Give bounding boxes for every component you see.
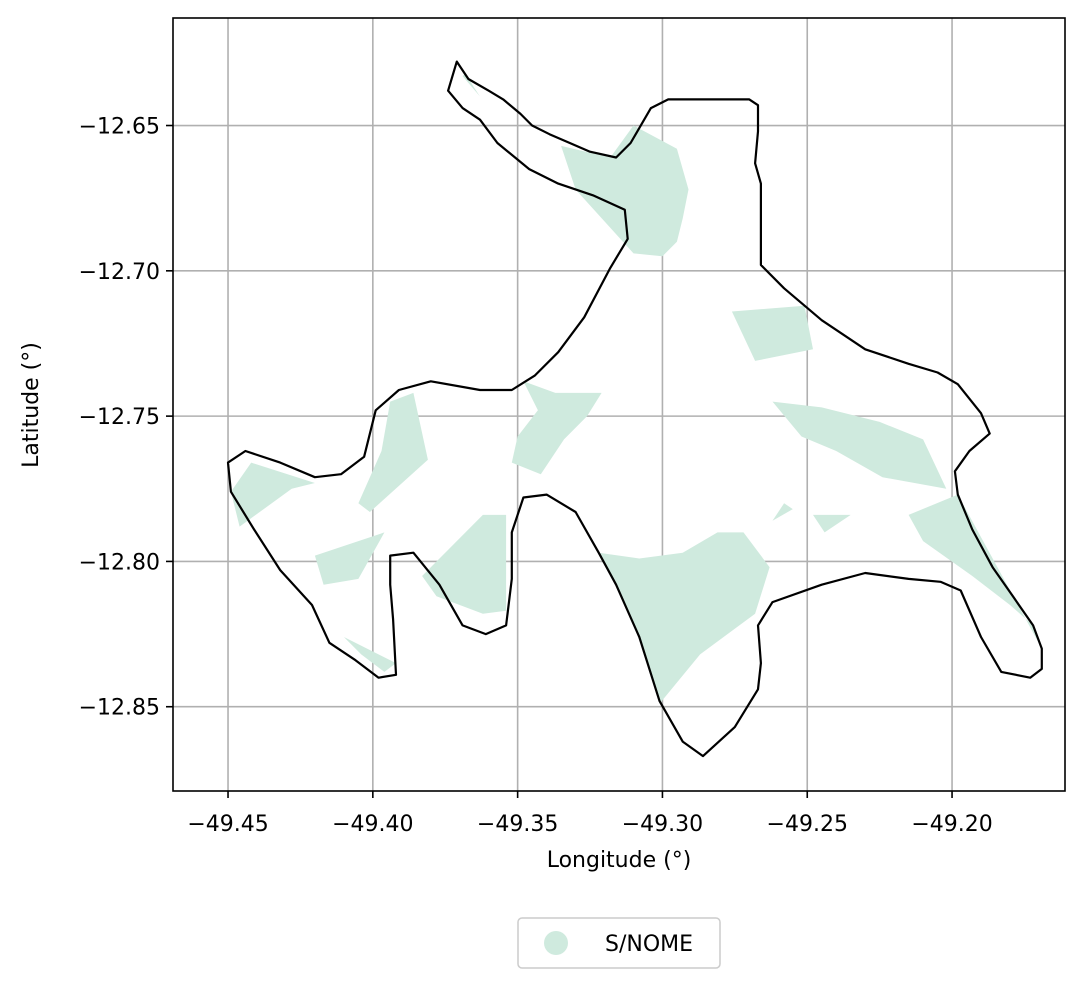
y-tick-label: −12.85 <box>79 696 160 721</box>
y-axis-label: Latitude (°) <box>19 342 44 468</box>
y-tick-label: −12.70 <box>79 260 160 285</box>
y-tick-label: −12.75 <box>79 405 160 430</box>
plot-area <box>173 18 1065 791</box>
x-tick-label: −49.40 <box>332 812 413 837</box>
y-tick-label: −12.65 <box>79 115 160 140</box>
x-tick-label: −49.35 <box>477 812 558 837</box>
legend-label: S/NOME <box>605 932 693 957</box>
legend: S/NOME <box>518 918 720 968</box>
legend-marker <box>544 931 568 955</box>
x-tick-label: −49.20 <box>911 812 992 837</box>
x-axis-label: Longitude (°) <box>547 848 692 873</box>
x-tick-label: −49.45 <box>187 812 268 837</box>
x-tick-label: −49.25 <box>767 812 848 837</box>
y-tick-label: −12.80 <box>79 550 160 575</box>
x-tick-label: −49.30 <box>622 812 703 837</box>
